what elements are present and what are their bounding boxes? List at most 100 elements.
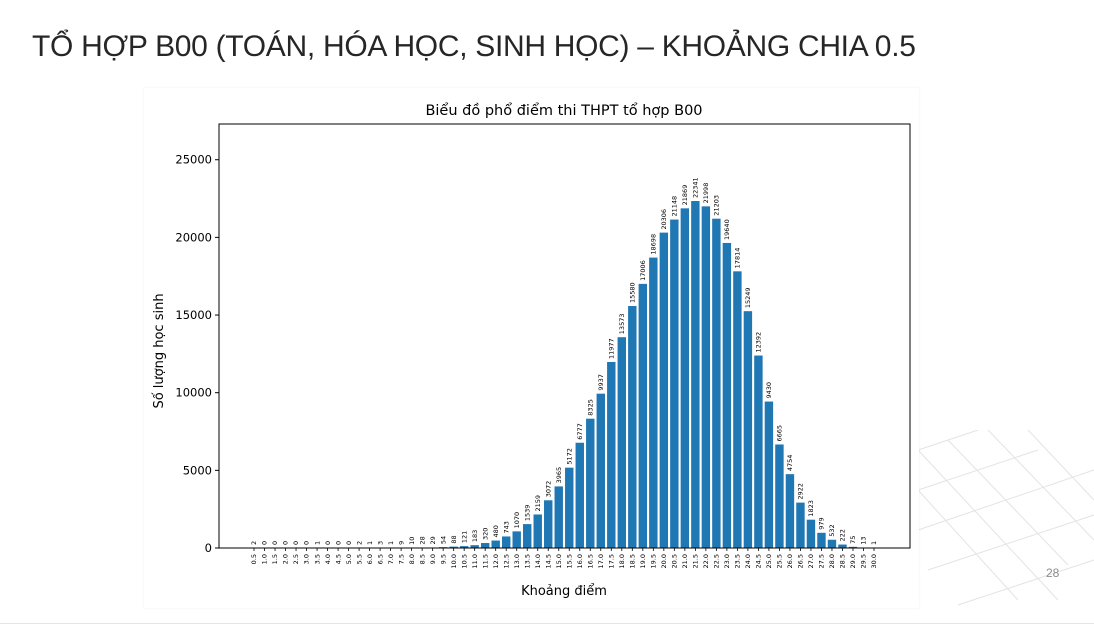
x-tick-label: 12.0: [492, 554, 500, 568]
bar: [502, 536, 511, 548]
x-tick-label: 0.5: [250, 554, 258, 564]
bar: [848, 546, 858, 548]
bar-value-label: 54: [439, 536, 447, 544]
bar-value-label: 1: [870, 541, 878, 545]
bar-value-label: 1: [387, 541, 395, 545]
bar: [449, 546, 458, 548]
x-tick-label: 9.5: [439, 554, 447, 564]
bar-value-label: 75: [849, 536, 857, 544]
x-tick-label: 26.5: [797, 554, 805, 568]
bar-value-label: 0: [261, 541, 269, 545]
x-tick-label: 11.5: [481, 554, 489, 568]
bar: [670, 219, 679, 549]
x-tick-label: 16.5: [586, 554, 594, 568]
bar-value-label: 21998: [702, 183, 710, 204]
x-tick-label: 1.0: [261, 554, 269, 564]
x-axis-label: Khoảng điểm: [521, 584, 607, 599]
bar-value-label: 8325: [586, 399, 594, 416]
bar-value-label: 15580: [629, 282, 637, 303]
bar-value-label: 2: [355, 541, 363, 545]
bar: [607, 361, 616, 548]
x-tick-label: 5.0: [345, 554, 353, 564]
x-tick-label: 27.0: [807, 554, 815, 568]
x-tick-label: 8.5: [418, 554, 426, 564]
bar: [796, 502, 805, 548]
plot-frame: [218, 123, 911, 549]
x-tick-label: 29.5: [860, 554, 868, 568]
bar-value-label: 10: [408, 537, 416, 545]
x-tick-label: 29.0: [849, 554, 857, 568]
x-tick-label: 21.5: [692, 554, 700, 568]
x-tick-label: 9.0: [429, 554, 437, 564]
x-tick-label: 25.0: [765, 554, 773, 568]
x-tick-label: 26.0: [786, 554, 794, 568]
x-tick-label: 22.5: [713, 554, 721, 568]
x-tick-label: 19.0: [639, 554, 647, 568]
x-tick-label: 6.0: [366, 554, 374, 564]
x-tick-label: 10.0: [450, 554, 458, 568]
bar: [565, 467, 574, 548]
x-tick-label: 18.5: [629, 554, 637, 568]
x-tick-label: 11.0: [471, 554, 479, 568]
bar: [554, 486, 563, 548]
bar: [628, 306, 637, 548]
x-tick-label: 1.5: [271, 554, 279, 564]
bar-value-label: 12392: [755, 332, 763, 353]
x-tick-label: 20.5: [671, 554, 679, 568]
y-tick-label: 10000: [175, 386, 212, 400]
bar-value-label: 121: [460, 531, 468, 543]
bar-value-label: 1823: [807, 500, 815, 517]
x-tick-label: 4.0: [324, 554, 332, 564]
bar-value-label: 0: [324, 541, 332, 545]
bar-value-label: 5172: [565, 448, 573, 465]
bar-value-label: 9937: [597, 374, 605, 391]
y-tick-label: 15000: [175, 308, 212, 322]
bar: [743, 311, 753, 548]
bar: [785, 474, 795, 548]
x-tick-label: 24.0: [744, 554, 752, 568]
bar-value-label: 480: [492, 525, 500, 537]
y-tick-label: 20000: [175, 230, 212, 244]
x-tick-label: 18.0: [618, 554, 626, 568]
bar: [817, 532, 826, 548]
x-tick-label: 15.0: [555, 554, 563, 568]
x-tick-label: 7.5: [397, 554, 405, 564]
bar-value-label: 979: [818, 517, 826, 529]
bar-value-label: 320: [481, 528, 489, 540]
x-tick-label: 22.0: [702, 554, 710, 568]
decorative-grid-pattern: [918, 430, 1094, 606]
bar-value-label: 15249: [744, 287, 752, 308]
x-tick-label: 8.0: [408, 554, 416, 564]
bar-value-label: 0: [271, 541, 279, 545]
bar-value-label: 28: [418, 536, 426, 544]
bar: [701, 206, 711, 548]
y-tick-label: 0: [205, 541, 212, 555]
x-tick-label: 3.0: [303, 554, 311, 564]
bar: [523, 524, 532, 548]
x-tick-label: 15.5: [565, 554, 573, 568]
x-tick-label: 13.5: [523, 554, 531, 568]
x-tick-label: 14.5: [544, 554, 552, 568]
bar-value-label: 21869: [681, 185, 689, 206]
x-tick-label: 5.5: [355, 554, 363, 564]
bar: [480, 543, 490, 548]
x-tick-label: 23.0: [723, 554, 731, 568]
x-tick-label: 3.5: [313, 554, 321, 564]
bar: [659, 232, 669, 548]
bar: [459, 546, 469, 548]
bar: [596, 393, 605, 548]
bar-value-label: 20306: [660, 209, 668, 230]
bar-value-label: 2159: [534, 495, 542, 512]
bar-value-label: 21148: [671, 196, 679, 217]
bar-value-label: 222: [839, 529, 847, 541]
y-tick-label: 5000: [183, 463, 212, 477]
bar: [733, 271, 742, 548]
bar: [586, 418, 595, 548]
bar-value-label: 13573: [618, 314, 626, 335]
bar-chart: Biểu đồ phổ điểm thi THPT tổ hợp B00 Kho…: [152, 102, 911, 599]
bar-value-label: 4754: [786, 455, 794, 472]
bar-value-label: 22341: [692, 177, 700, 198]
bar-value-label: 13: [860, 537, 868, 545]
bar: [691, 201, 700, 548]
bar-value-label: 19640: [723, 219, 731, 240]
